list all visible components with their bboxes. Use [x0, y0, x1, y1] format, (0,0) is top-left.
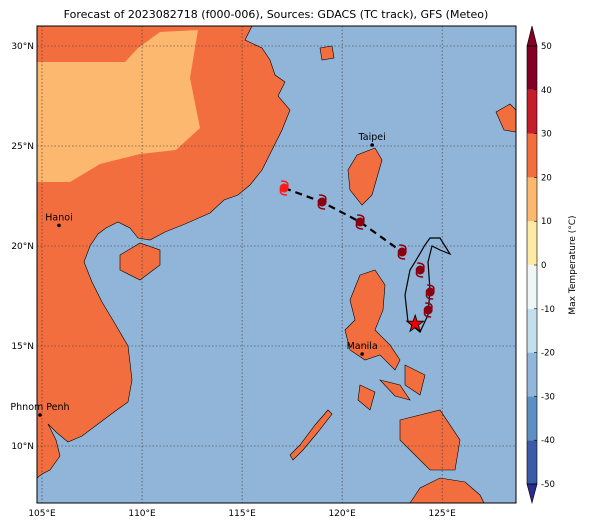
colorbar-segment [527, 265, 537, 309]
x-tick-label: 110°E [128, 509, 156, 519]
colorbar-segment [527, 440, 537, 484]
y-tick-label: 15°N [11, 342, 34, 352]
x-tick-label: 120°E [328, 509, 356, 519]
colorbar-tick-label: -50 [541, 480, 555, 490]
title: Forecast of 2023082718 (f000-006), Sourc… [64, 8, 489, 21]
colorbar-tick-label: -10 [541, 305, 555, 315]
colorbar-label: Max Temperature (°C) [568, 215, 578, 314]
y-tick-label: 30°N [11, 42, 34, 52]
colorbar-tick-label: -20 [541, 349, 555, 359]
x-tick-label: 125°E [428, 509, 456, 519]
city-marker [57, 223, 61, 228]
colorbar-tick-label: -30 [541, 392, 555, 402]
x-tick-label: 105°E [28, 509, 56, 519]
hainan [119, 242, 161, 281]
visayas [357, 364, 426, 411]
luzon [344, 269, 401, 371]
storm-symbol [317, 194, 327, 210]
y-tick-label: 10°N [11, 442, 34, 452]
storm-position [425, 287, 435, 297]
city-marker [38, 413, 42, 417]
palawan [289, 409, 333, 461]
colorbar-extend-high [526, 25, 538, 47]
city-label: Manila [347, 341, 378, 352]
map-frame [36, 25, 517, 504]
colorbar-segment [527, 352, 537, 397]
city-label: Hanoi [45, 212, 72, 223]
colorbar-segment [527, 221, 537, 265]
city-marker [370, 143, 374, 147]
colorbar-tick-label: -40 [541, 436, 555, 446]
colorbar-segment [527, 396, 537, 441]
colorbar-segment [527, 46, 537, 90]
storm-position [423, 305, 433, 315]
y-tick-label: 20°N [11, 242, 34, 252]
colorbar-tick-label: 30 [541, 130, 552, 140]
colorbar-segment [527, 177, 537, 222]
forecast-cone [404, 237, 452, 333]
colorbar-segment [527, 308, 537, 353]
storm-symbol [425, 284, 435, 300]
storm-symbol [423, 302, 433, 318]
colorbar-extend-low [526, 483, 538, 505]
colorbar-tick-label: 10 [541, 217, 552, 227]
colorbar-tick-label: 40 [541, 86, 552, 96]
track-line [283, 186, 403, 253]
x-tick-label: 115°E [228, 509, 256, 519]
storm-position [317, 197, 327, 207]
storm-position [279, 183, 289, 193]
city-label: Phnom Penh [10, 402, 69, 413]
storm-position [397, 247, 407, 257]
city-label: Taipei [358, 132, 386, 143]
taiwan [347, 147, 383, 206]
mindanao [399, 409, 461, 471]
colorbar-tick-label: 50 [541, 42, 552, 52]
storm-symbol [279, 180, 289, 196]
colorbar-tick-label: 0 [541, 261, 546, 271]
storm-symbol [397, 244, 407, 260]
map-area [36, 25, 517, 504]
storm-position [355, 217, 365, 227]
colorbar: -50 -40 -30 -20 -10 0 10 20 30 40 50 [526, 25, 555, 505]
colorbar-segment [527, 89, 537, 134]
city-marker [360, 352, 364, 356]
storm-symbol [415, 262, 425, 278]
colorbar-segment [527, 133, 537, 178]
current-position [405, 313, 425, 333]
y-tick-label: 25°N [11, 142, 34, 152]
storm-symbol [355, 214, 365, 230]
storm-position [415, 265, 425, 275]
highland-area [37, 30, 200, 182]
colorbar-tick-label: 20 [541, 173, 552, 183]
